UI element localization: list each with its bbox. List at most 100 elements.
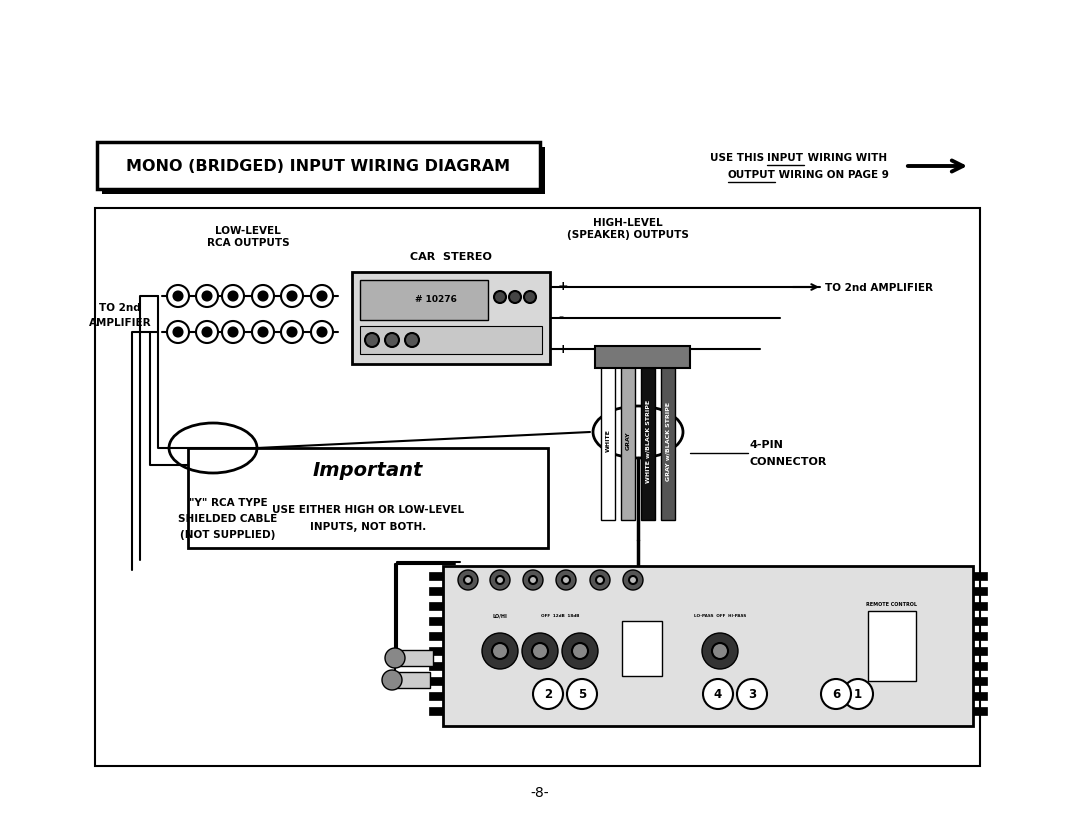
Circle shape <box>532 643 548 659</box>
Text: TO 2nd: TO 2nd <box>99 303 140 313</box>
Circle shape <box>203 292 212 300</box>
Bar <box>360 280 488 320</box>
Bar <box>360 326 542 354</box>
Text: 3: 3 <box>748 687 756 701</box>
Text: WIRING WITH: WIRING WITH <box>804 153 887 163</box>
Circle shape <box>318 328 326 336</box>
Bar <box>429 602 443 610</box>
Circle shape <box>522 633 558 669</box>
Text: MONO (BRIDGED) INPUT WIRING DIAGRAM: MONO (BRIDGED) INPUT WIRING DIAGRAM <box>126 158 510 173</box>
Circle shape <box>529 576 537 584</box>
Bar <box>429 707 443 715</box>
Text: LOW-LEVEL
RCA OUTPUTS: LOW-LEVEL RCA OUTPUTS <box>206 226 289 248</box>
Circle shape <box>524 291 536 303</box>
Bar <box>352 272 550 364</box>
Bar <box>429 662 443 670</box>
Circle shape <box>556 570 576 590</box>
Text: # 10276: # 10276 <box>415 295 457 304</box>
Bar <box>973 572 987 580</box>
Text: CAR  STEREO: CAR STEREO <box>410 252 491 262</box>
Circle shape <box>562 633 598 669</box>
Circle shape <box>318 292 326 300</box>
Text: OUTPUT: OUTPUT <box>728 170 775 180</box>
Circle shape <box>821 679 851 709</box>
Circle shape <box>509 291 521 303</box>
Circle shape <box>590 570 610 590</box>
Circle shape <box>384 648 405 668</box>
Text: 4: 4 <box>714 687 723 701</box>
Circle shape <box>203 328 212 336</box>
Text: -: - <box>558 312 563 324</box>
Circle shape <box>712 643 728 659</box>
Bar <box>973 692 987 700</box>
Text: OFF  12dB  18dB: OFF 12dB 18dB <box>541 614 579 618</box>
Text: INPUT: INPUT <box>767 153 804 163</box>
Text: GRAY w/BLACK STRIPE: GRAY w/BLACK STRIPE <box>665 401 671 480</box>
Circle shape <box>572 643 588 659</box>
Bar <box>429 677 443 685</box>
Bar <box>443 566 973 726</box>
Text: USE THIS: USE THIS <box>710 153 768 163</box>
Text: WHITE: WHITE <box>606 430 610 452</box>
Circle shape <box>195 321 218 343</box>
Circle shape <box>167 285 189 307</box>
Bar <box>95 208 980 766</box>
Text: TO 2nd AMPLIFIER: TO 2nd AMPLIFIER <box>825 283 933 293</box>
Bar <box>429 617 443 625</box>
Bar <box>429 647 443 655</box>
Bar <box>973 677 987 685</box>
Circle shape <box>482 633 518 669</box>
Bar <box>973 662 987 670</box>
Bar <box>973 632 987 640</box>
Bar <box>621 362 635 520</box>
Circle shape <box>174 292 183 300</box>
Text: (NOT SUPPLIED): (NOT SUPPLIED) <box>180 530 275 540</box>
Bar <box>973 602 987 610</box>
Text: CONNECTOR: CONNECTOR <box>750 457 827 467</box>
Circle shape <box>405 333 419 347</box>
Text: 4-PIN: 4-PIN <box>750 440 784 450</box>
Circle shape <box>496 576 504 584</box>
Circle shape <box>258 328 268 336</box>
Text: -8-: -8- <box>530 786 550 800</box>
Circle shape <box>174 328 183 336</box>
Circle shape <box>458 570 478 590</box>
Text: 6: 6 <box>832 687 840 701</box>
Text: AMPLIFIER: AMPLIFIER <box>89 318 151 328</box>
Circle shape <box>464 576 472 584</box>
Circle shape <box>229 292 238 300</box>
Circle shape <box>258 292 268 300</box>
Text: REMOTE CONTROL: REMOTE CONTROL <box>866 601 918 606</box>
Circle shape <box>523 570 543 590</box>
Text: INPUTS, NOT BOTH.: INPUTS, NOT BOTH. <box>310 522 427 532</box>
Text: LO-PASS  OFF  HI-PASS: LO-PASS OFF HI-PASS <box>693 614 746 618</box>
Bar <box>973 617 987 625</box>
Text: +: + <box>558 343 569 355</box>
Circle shape <box>281 285 303 307</box>
Bar <box>429 587 443 595</box>
Bar <box>429 692 443 700</box>
Circle shape <box>252 321 274 343</box>
Bar <box>395 650 433 666</box>
Bar <box>973 587 987 595</box>
Bar <box>595 346 690 368</box>
Circle shape <box>562 576 570 584</box>
Circle shape <box>492 643 508 659</box>
Circle shape <box>222 321 244 343</box>
Bar <box>429 632 443 640</box>
Bar <box>868 611 916 681</box>
Circle shape <box>365 333 379 347</box>
Text: LO/HI: LO/HI <box>492 614 508 619</box>
Text: +: + <box>558 280 569 294</box>
Bar <box>188 448 548 548</box>
Circle shape <box>623 570 643 590</box>
Circle shape <box>629 576 637 584</box>
Text: Important: Important <box>313 460 423 480</box>
Bar <box>622 621 662 676</box>
Text: USE EITHER HIGH OR LOW-LEVEL: USE EITHER HIGH OR LOW-LEVEL <box>272 505 464 515</box>
Circle shape <box>287 292 297 300</box>
Bar <box>600 362 615 520</box>
Circle shape <box>287 328 297 336</box>
Circle shape <box>382 670 402 690</box>
Bar <box>973 647 987 655</box>
